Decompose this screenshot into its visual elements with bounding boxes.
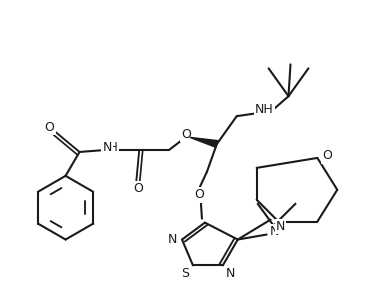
Text: NH: NH (255, 103, 274, 116)
Text: O: O (322, 149, 332, 162)
Text: O: O (194, 188, 204, 201)
Polygon shape (190, 137, 218, 147)
Text: S: S (181, 267, 189, 280)
Text: N: N (103, 141, 112, 154)
Text: O: O (45, 121, 55, 134)
Text: O: O (181, 128, 191, 141)
Text: N: N (226, 267, 236, 280)
Text: N: N (270, 225, 279, 238)
Text: H: H (109, 141, 118, 154)
Text: N: N (276, 220, 285, 233)
Text: O: O (133, 182, 143, 195)
Text: N: N (167, 233, 177, 246)
